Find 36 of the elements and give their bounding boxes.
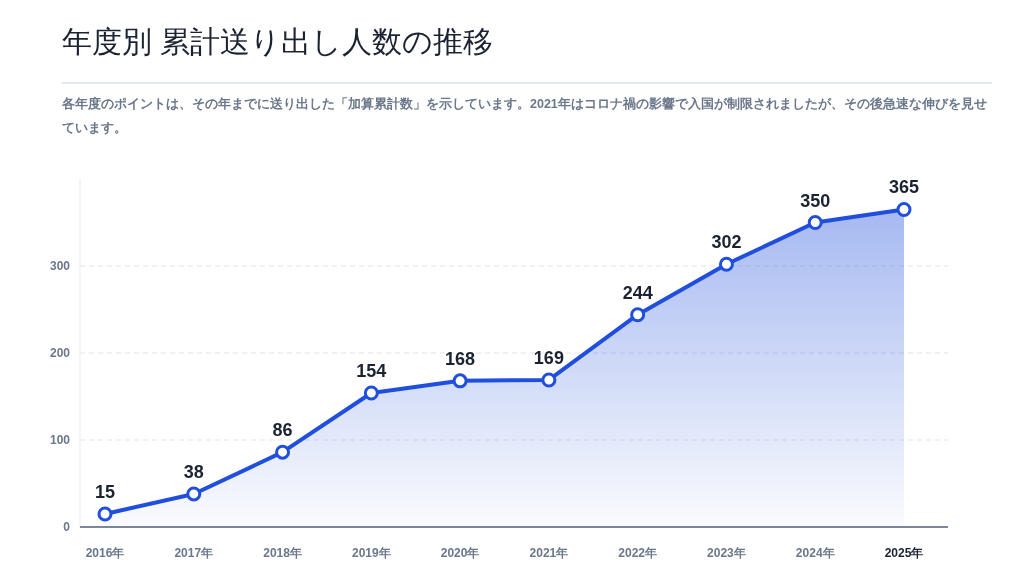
data-label: 350 bbox=[800, 190, 831, 211]
chart-title: 年度別 累計送り出し人数の推移 bbox=[62, 24, 494, 60]
x-tick-label: 2018年 bbox=[263, 546, 302, 560]
point bbox=[275, 444, 291, 460]
data-label: 154 bbox=[356, 361, 387, 382]
x-tick-label: 2020年 bbox=[440, 546, 480, 560]
chart-subtitle: 各年度のポイントは、その年までに送り出した「加算累計数」を示しています。2021年はコロナ禍の影響で入国が制限されましたが、その後急速な伸びを見せています。 bbox=[62, 95, 988, 137]
x-tick-label: 2025年 bbox=[884, 546, 924, 560]
point bbox=[97, 506, 113, 522]
data-label: 244 bbox=[622, 282, 653, 303]
point bbox=[186, 486, 202, 502]
point bbox=[896, 201, 912, 217]
point bbox=[718, 256, 734, 272]
y-tick-label: 0 bbox=[63, 520, 71, 534]
y-tick-label: 100 bbox=[49, 433, 71, 447]
x-tick-label: 2023年 bbox=[707, 546, 746, 560]
data-label: 86 bbox=[272, 420, 293, 441]
point bbox=[807, 215, 823, 230]
point bbox=[452, 373, 468, 389]
x-tick-label: 2021年 bbox=[529, 546, 569, 560]
data-label: 168 bbox=[445, 348, 476, 369]
x-tick-label: 2016年 bbox=[85, 546, 125, 560]
point bbox=[363, 385, 379, 401]
data-label: 38 bbox=[183, 461, 204, 482]
data-label: 302 bbox=[711, 232, 742, 253]
x-tick-label: 2017年 bbox=[174, 546, 214, 560]
y-tick-label: 200 bbox=[49, 346, 71, 360]
data-label: 365 bbox=[888, 177, 920, 198]
data-label: 15 bbox=[94, 481, 116, 502]
data-label: 169 bbox=[533, 347, 564, 368]
point bbox=[541, 372, 557, 388]
point bbox=[630, 307, 646, 323]
x-tick-label: 2019年 bbox=[351, 546, 391, 560]
x-tick-label: 2022年 bbox=[618, 546, 658, 560]
y-tick-label: 300 bbox=[49, 259, 71, 273]
x-tick-label: 2024年 bbox=[795, 546, 835, 560]
